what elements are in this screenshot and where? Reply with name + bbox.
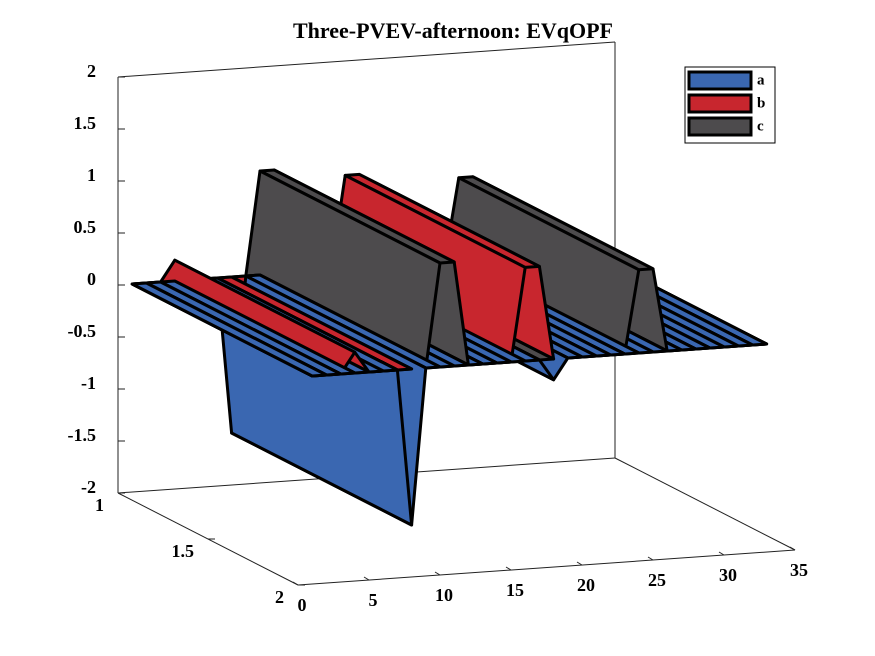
- x-tick-label: 10: [435, 585, 453, 605]
- x-tick: [647, 556, 654, 561]
- x-tick-label: 30: [719, 565, 737, 585]
- axis-edge: [117, 41, 616, 78]
- z-tick-label: 2: [87, 61, 96, 81]
- x-tick-label: 35: [790, 560, 808, 580]
- x-tick: [718, 551, 725, 556]
- y-tick-label: 1: [95, 495, 104, 515]
- x-tick: [292, 581, 299, 586]
- legend-label: b: [757, 95, 765, 111]
- legend-label: c: [757, 118, 764, 134]
- x-tick-label: 0: [298, 595, 307, 615]
- z-tick-label: -1.5: [68, 425, 97, 445]
- y-tick-label: 1.5: [172, 541, 195, 561]
- x-tick: [789, 546, 796, 551]
- legend: abc: [684, 66, 776, 144]
- chart-title: Three-PVEV-afternoon: EVqOPF: [293, 18, 613, 43]
- z-tick-label: -0.5: [68, 321, 97, 341]
- axis-edge: [297, 549, 796, 586]
- z-tick-label: 1: [87, 165, 96, 185]
- x-tick: [363, 576, 370, 581]
- x-tick-label: 20: [577, 575, 595, 595]
- x-tick: [434, 571, 441, 576]
- x-tick: [505, 566, 512, 571]
- legend-swatch: [687, 93, 753, 114]
- surface-patch: [130, 281, 328, 378]
- z-tick-label: 0.5: [74, 217, 97, 237]
- y-tick-label: 2: [275, 587, 284, 607]
- legend-swatch: [687, 116, 753, 137]
- legend-swatch: [687, 70, 753, 91]
- legend-label: a: [757, 72, 765, 88]
- x-tick-label: 5: [369, 590, 378, 610]
- x-tick-label: 15: [506, 580, 524, 600]
- z-tick-label: -2: [81, 477, 96, 497]
- x-tick: [576, 561, 583, 566]
- x-tick-label: 25: [648, 570, 666, 590]
- z-tick-label: 1.5: [74, 113, 97, 133]
- z-tick-label: 0: [87, 269, 96, 289]
- z-tick-label: -1: [81, 373, 96, 393]
- axis-edge: [614, 457, 796, 551]
